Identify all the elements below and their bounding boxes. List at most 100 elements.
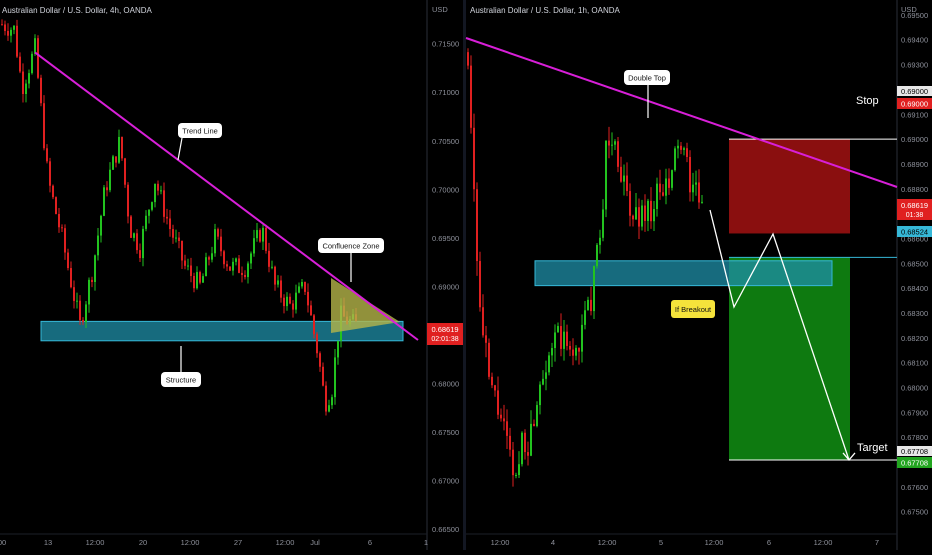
candle-body — [506, 421, 508, 436]
candle-body — [665, 178, 667, 196]
candle-body — [524, 432, 526, 453]
candle-body — [277, 280, 279, 285]
right-y-tick: 0.68600 — [901, 234, 928, 243]
candle-body — [259, 230, 261, 242]
candle-body — [52, 185, 54, 198]
candle-body — [497, 390, 499, 415]
callout-trend-line-text: Trend Line — [182, 127, 218, 136]
candle-body — [184, 260, 186, 266]
candle-body — [244, 274, 246, 278]
candle-body — [695, 182, 697, 185]
candle-body — [94, 255, 96, 283]
stop-loss-area — [729, 139, 850, 234]
right-last-price: 0.68619 — [901, 201, 928, 210]
candle-body — [692, 184, 694, 193]
left-chart-4h[interactable]: Australian Dollar / U.S. Dollar, 4h, OAN… — [0, 0, 463, 550]
right-y-tick: 0.67900 — [901, 408, 928, 417]
candle-body — [545, 372, 547, 379]
candle-body — [614, 141, 616, 145]
callout-double-top-text: Double Top — [628, 74, 666, 83]
candle-body — [19, 56, 21, 72]
candle-body — [64, 228, 66, 253]
candle-body — [193, 275, 195, 289]
candle-body — [247, 263, 249, 278]
candle-body — [677, 145, 679, 149]
candle-body — [683, 148, 685, 150]
candle-body — [623, 175, 625, 182]
right-chart-1h[interactable]: Australian Dollar / U.S. Dollar, 1h, OAN… — [465, 0, 932, 550]
left-last-price-bg — [427, 323, 463, 345]
candle-body — [689, 156, 691, 193]
candle-body — [671, 170, 673, 188]
candle-body — [575, 347, 577, 356]
candle-body — [82, 319, 84, 322]
stop-label: Stop — [856, 95, 879, 107]
candle-body — [620, 166, 622, 182]
candle-body — [476, 189, 478, 262]
right-y-tick: 0.69500 — [901, 11, 928, 20]
callout-trend-line: Trend Line — [177, 123, 222, 161]
right-y-axis: 0.695000.694000.693000.692000.691000.690… — [901, 11, 928, 517]
right-last-price-bg — [897, 199, 932, 220]
zone-price-bg — [897, 226, 932, 237]
candle-body — [241, 272, 243, 275]
candle-body — [587, 299, 589, 311]
candle-body — [518, 464, 520, 476]
left-x-axis: 00 13 12:00 20 12:00 27 12:00 Jul 6 1 — [0, 538, 428, 547]
candle-body — [271, 266, 273, 268]
candle-body — [163, 190, 165, 217]
candle-body — [85, 304, 87, 322]
candle-body — [115, 156, 117, 163]
target-price-top: 0.67708 — [901, 447, 928, 456]
candle-body — [286, 296, 288, 307]
right-x-tick: 5 — [659, 538, 663, 547]
candle-body — [325, 385, 327, 412]
right-y-tick: 0.68400 — [901, 284, 928, 293]
structure-zone — [40, 320, 404, 342]
trend-line[interactable] — [34, 51, 419, 341]
right-y-tick: 0.69000 — [901, 135, 928, 144]
trend-line-1h[interactable] — [465, 37, 898, 188]
left-x-tick: 12:00 — [181, 538, 200, 547]
left-x-tick: 12:00 — [86, 538, 105, 547]
callout-confluence-text: Confluence Zone — [322, 242, 379, 251]
candle-body — [73, 287, 75, 302]
left-x-tick: 6 — [368, 538, 372, 547]
right-y-tick: 0.68000 — [901, 383, 928, 392]
candle-body — [109, 169, 111, 191]
candle-body — [139, 250, 141, 259]
candle-body — [632, 215, 634, 220]
candle-body — [10, 29, 12, 36]
candle-body — [76, 300, 78, 302]
candle-body — [536, 405, 538, 427]
right-candles — [467, 48, 703, 487]
callout-breakout-text: If Breakout — [675, 305, 712, 314]
candle-body — [629, 191, 631, 216]
candle-body — [590, 299, 592, 312]
candle-body — [602, 209, 604, 238]
candle-body — [301, 282, 303, 287]
candle-body — [211, 253, 213, 260]
candle-body — [199, 272, 201, 283]
candle-body — [220, 236, 222, 252]
callout-structure: Structure — [161, 346, 201, 387]
candle-body — [250, 253, 252, 264]
left-x-tick: 12:00 — [276, 538, 295, 547]
right-currency-label: USD — [901, 5, 917, 14]
left-y-tick: 0.70000 — [432, 185, 459, 194]
right-y-tick: 0.68200 — [901, 334, 928, 343]
candle-body — [205, 257, 207, 277]
candle-body — [319, 353, 321, 367]
left-last-price-badge: 0.68619 02:01:38 — [427, 323, 463, 345]
candle-body — [674, 148, 676, 171]
right-x-tick: 12:00 — [598, 538, 617, 547]
candle-body — [686, 148, 688, 157]
candle-body — [334, 357, 336, 398]
candle-body — [539, 384, 541, 406]
candle-body — [548, 355, 550, 373]
candle-body — [7, 30, 9, 36]
right-x-tick: 4 — [551, 538, 555, 547]
candle-body — [124, 158, 126, 185]
take-profit-area — [729, 257, 850, 460]
